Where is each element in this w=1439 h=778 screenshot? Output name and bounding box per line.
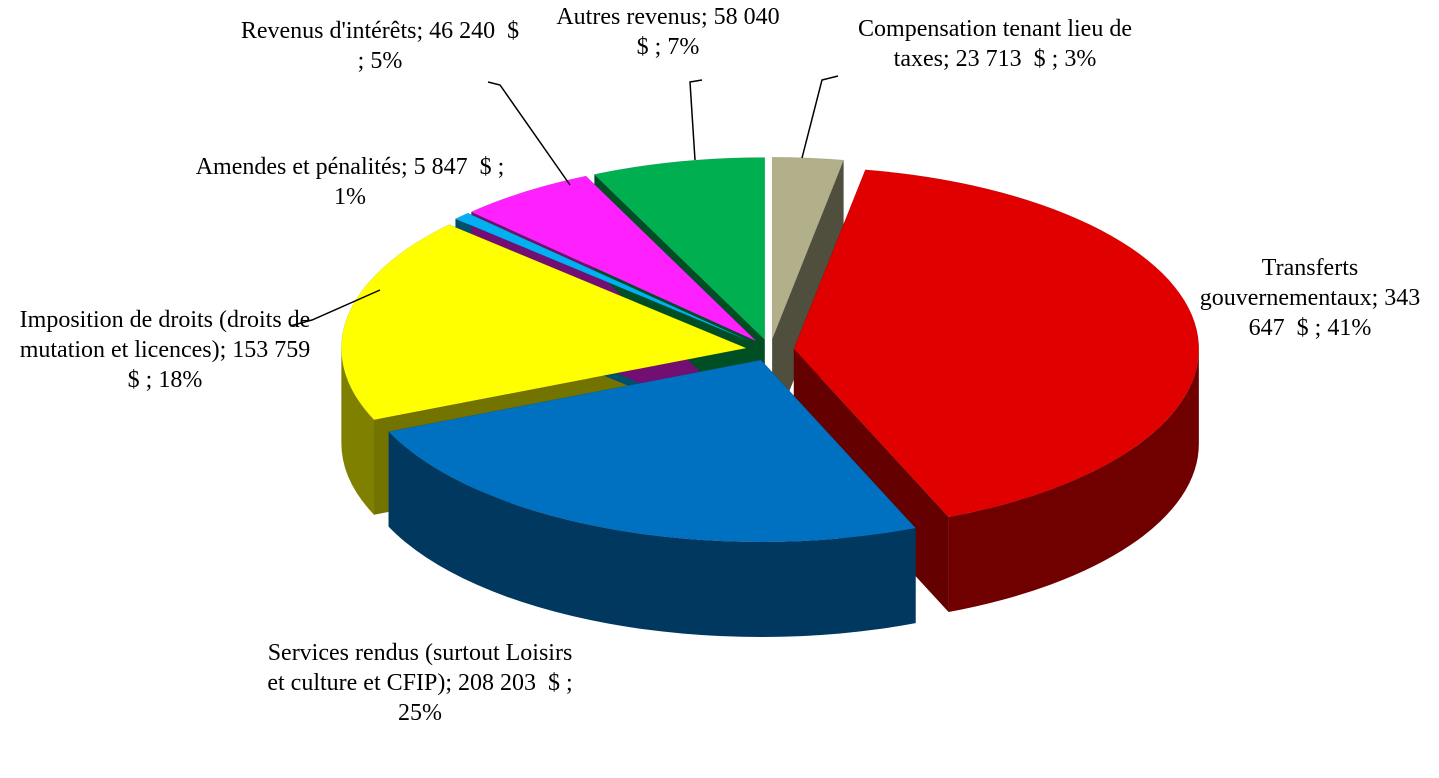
leader-line [689, 79, 703, 161]
data-label: Autres revenus; 58 040 $ ; 7% [553, 2, 783, 62]
slice [771, 157, 844, 340]
label-separator: ; [497, 154, 505, 180]
label-percent: 25% [398, 700, 442, 726]
label-name: Services rendus (surtout Loisirs et cult… [267, 640, 579, 696]
label-separator: ; [416, 18, 424, 44]
slice [793, 169, 1200, 518]
slice-walls [341, 348, 1199, 637]
label-separator: ; [942, 46, 950, 72]
data-label: Imposition de droits (droits de mutation… [15, 305, 315, 395]
label-separator: ; [565, 670, 573, 696]
label-separator: ; [1371, 285, 1379, 311]
label-separator: ; [219, 337, 227, 363]
label-value: 343 647 $ [1248, 285, 1427, 341]
label-separator: ; [145, 367, 153, 393]
slice-side [772, 160, 844, 435]
label-value: 23 713 $ [955, 46, 1046, 72]
label-separator: ; [357, 48, 365, 74]
label-separator: ; [445, 670, 452, 696]
label-separator: ; [700, 4, 708, 30]
slice [454, 212, 753, 343]
label-separator: ; [654, 34, 662, 60]
label-value: 46 240 $ [429, 18, 520, 44]
label-name: Amendes et pénalités [195, 154, 401, 180]
label-value: 58 040 $ [636, 4, 792, 60]
slice-wall [341, 348, 375, 515]
slice [341, 224, 748, 421]
leader-line [289, 289, 381, 327]
label-value: 153 759 $ [127, 337, 323, 393]
label-percent: 41% [1327, 315, 1372, 341]
label-value: 208 203 $ [457, 670, 560, 696]
label-name: Imposition de droits (droits de mutation… [19, 307, 317, 363]
slice-tops [341, 157, 1200, 543]
label-percent: 18% [158, 367, 203, 393]
data-label: Compensation tenant lieu de taxes; 23 71… [830, 14, 1160, 74]
label-separator: ; [1314, 315, 1322, 341]
slice [470, 175, 757, 342]
label-name: Revenus d'intérêts [240, 18, 417, 44]
label-separator: ; [1051, 46, 1059, 72]
slice-wall [388, 431, 916, 637]
label-value: 5 847 $ [413, 154, 492, 180]
data-label: Services rendus (surtout Loisirs et cult… [265, 638, 575, 728]
slice [593, 157, 766, 341]
slice-wall [948, 348, 1199, 613]
data-label: Revenus d'intérêts; 46 240 $ ; 5% [240, 16, 520, 76]
slice [388, 359, 917, 543]
data-label: Transferts gouvernementaux; 343 647 $ ; … [1185, 253, 1435, 343]
label-percent: 3% [1064, 46, 1097, 72]
label-percent: 5% [370, 48, 403, 74]
label-separator: ; [400, 154, 408, 180]
label-percent: 7% [667, 34, 700, 60]
label-name: Compensation tenant lieu de taxes [858, 16, 1138, 72]
label-name: Autres revenus [556, 4, 701, 30]
label-name: Transferts gouvernementaux [1199, 255, 1372, 311]
leader-line [801, 75, 839, 159]
data-label: Amendes et pénalités; 5 847 $ ; 1% [190, 152, 510, 212]
label-percent: 1% [334, 184, 366, 210]
leader-line [487, 81, 571, 186]
